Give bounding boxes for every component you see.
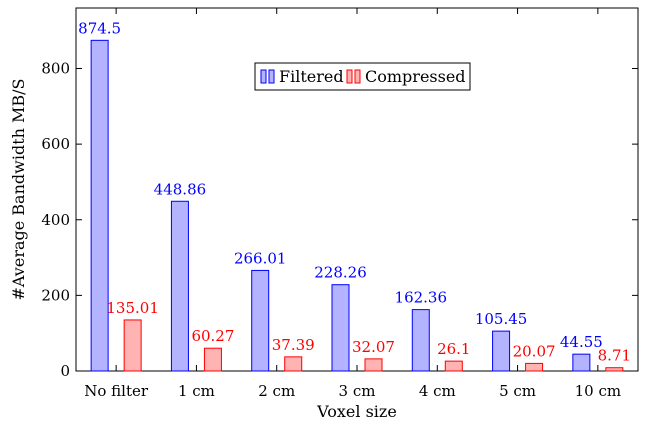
x-tick-label: 10 cm <box>575 382 621 400</box>
bar-filtered-6 <box>572 353 591 372</box>
data-label-compressed: 37.39 <box>272 336 315 354</box>
data-label-compressed: 26.1 <box>437 340 470 358</box>
x-axis-label: Voxel size <box>316 402 397 421</box>
bar-compressed-0 <box>123 319 142 372</box>
data-label-filtered: 266.01 <box>234 249 287 267</box>
data-label-filtered: 162.36 <box>395 289 448 307</box>
legend-entry-compressed: Compressed <box>365 67 466 86</box>
data-label-compressed: 20.07 <box>513 342 556 360</box>
x-tick-label: 1 cm <box>178 382 215 400</box>
y-axis-label: #Average Bandwidth MB/S <box>9 78 28 300</box>
x-tick-label: 2 cm <box>258 382 295 400</box>
data-label-compressed: 32.07 <box>352 338 395 356</box>
legend-entry-filtered: Filtered <box>279 67 344 86</box>
bar-filtered-4 <box>411 309 430 372</box>
legend-swatch-compressed-a <box>346 69 353 84</box>
y-tick-label: 0 <box>60 362 70 380</box>
data-label-filtered: 448.86 <box>154 180 207 198</box>
data-label-filtered: 228.26 <box>314 264 367 282</box>
data-label-filtered: 874.5 <box>78 19 121 37</box>
bar-compressed-3 <box>364 358 383 372</box>
bar-compressed-2 <box>284 356 303 372</box>
bar-filtered-2 <box>251 269 270 372</box>
legend-box <box>254 62 471 91</box>
data-label-compressed: 60.27 <box>191 327 234 345</box>
data-label-compressed: 135.01 <box>106 299 159 317</box>
y-tick-label: 400 <box>41 211 70 229</box>
y-tick-label: 600 <box>41 135 70 153</box>
bar-compressed-6 <box>605 367 624 372</box>
x-tick-label: 5 cm <box>499 382 536 400</box>
x-tick-label: 4 cm <box>419 382 456 400</box>
data-label-filtered: 105.45 <box>475 310 528 328</box>
data-label-compressed: 8.71 <box>598 347 631 365</box>
y-tick-label: 800 <box>41 60 70 78</box>
y-tick-label: 200 <box>41 286 70 304</box>
legend-swatch-filtered-b <box>268 69 275 84</box>
bar-filtered-0 <box>90 39 109 372</box>
bar-compressed-1 <box>203 347 222 372</box>
bar-compressed-4 <box>444 360 463 372</box>
x-tick-label: 3 cm <box>339 382 376 400</box>
x-tick-label: No filter <box>84 382 149 400</box>
bar-filtered-1 <box>170 200 189 372</box>
bar-filtered-5 <box>492 330 511 372</box>
legend-swatch-filtered-a <box>260 69 267 84</box>
data-label-filtered: 44.55 <box>560 333 603 351</box>
bar-filtered-3 <box>331 284 350 372</box>
legend-swatch-compressed-b <box>354 69 361 84</box>
bar-compressed-5 <box>525 362 544 372</box>
